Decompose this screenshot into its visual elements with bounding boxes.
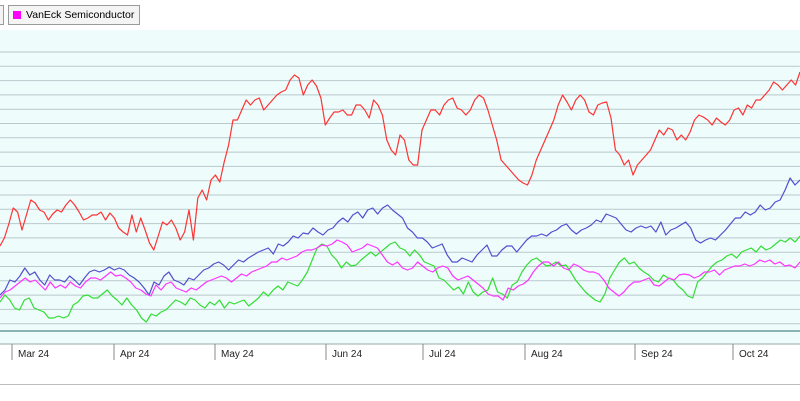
x-tick-label: May 24 xyxy=(221,349,254,360)
legend: VanEck Semiconductor xyxy=(0,5,141,25)
x-tick-label: Aug 24 xyxy=(531,349,563,360)
legend-swatch xyxy=(13,11,21,19)
x-tick-label: Sep 24 xyxy=(641,349,673,360)
legend-scroll-stub[interactable] xyxy=(0,5,4,25)
x-tick-label: Mar 24 xyxy=(18,349,50,360)
series-line-3 xyxy=(0,235,800,323)
plot-background xyxy=(0,30,800,344)
series-line-1 xyxy=(0,71,800,251)
legend-item-vaneck-semiconductor[interactable]: VanEck Semiconductor xyxy=(8,5,141,25)
x-tick-label: Jun 24 xyxy=(332,349,362,360)
gridlines xyxy=(0,51,800,325)
series-lines xyxy=(0,71,800,323)
x-tick-label: Apr 24 xyxy=(120,349,150,360)
legend-label: VanEck Semiconductor xyxy=(26,9,135,21)
bottom-strip xyxy=(0,384,800,401)
x-tick-label: Jul 24 xyxy=(429,349,456,360)
x-tick-label: Oct 24 xyxy=(739,349,769,360)
line-chart: Mar 24 Apr 24 May 24 Jun 24 Jul 24 Aug 24 Sep … xyxy=(0,30,800,360)
series-line-4 xyxy=(0,239,800,301)
x-axis-ticks: Mar 24 Apr 24 May 24 Jun 24 Jul 24 Aug 24 Sep … xyxy=(11,344,769,360)
series-line-2 xyxy=(0,177,800,296)
